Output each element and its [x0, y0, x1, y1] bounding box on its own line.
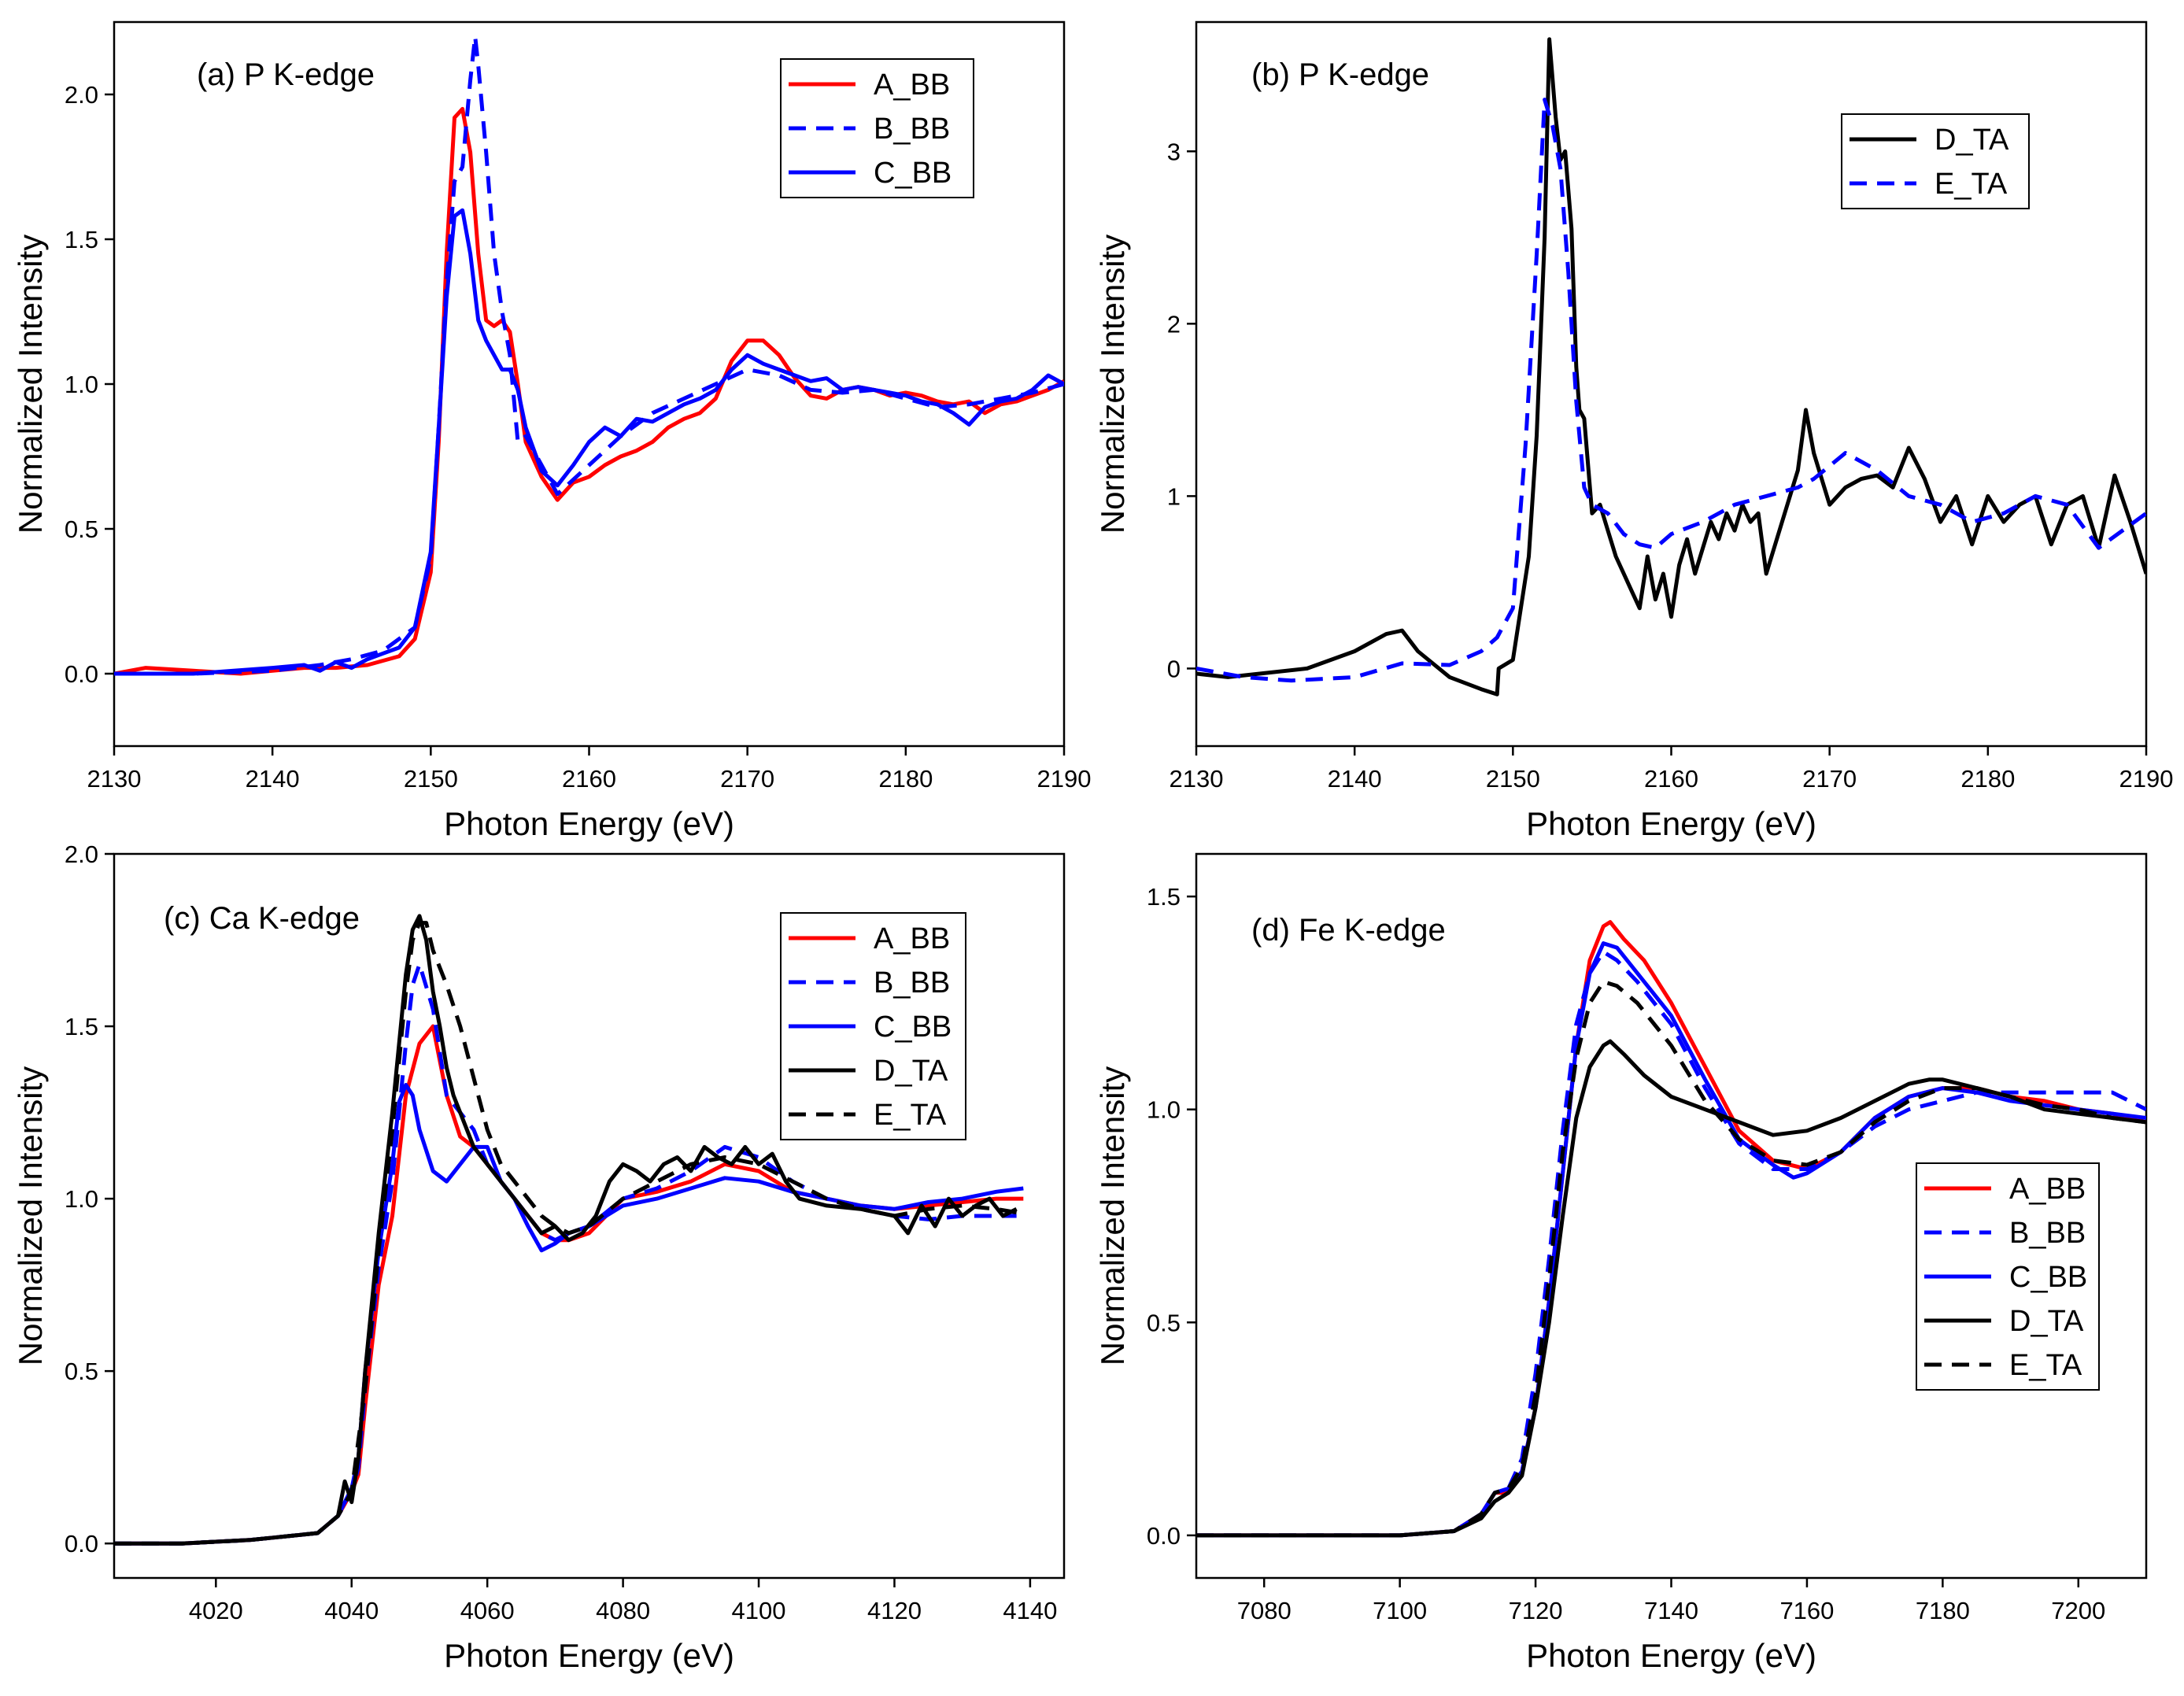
x-tick-label: 2150 [404, 765, 458, 793]
x-tick-label: 2170 [1802, 765, 1857, 793]
x-tick-label: 2150 [1486, 765, 1540, 793]
x-tick-label: 2180 [1960, 765, 2015, 793]
legend-label-a-bb: A_BB [874, 922, 950, 955]
series-group [1196, 920, 2146, 1538]
legend: D_TA E_TA [1841, 113, 2030, 209]
legend-label-c-bb: C_BB [874, 157, 952, 190]
x-tick-label: 2130 [87, 765, 142, 793]
x-tick-label: 7160 [1779, 1597, 1834, 1624]
x-tick-label: 2190 [1037, 765, 1092, 793]
y-tick-label: 0 [1167, 655, 1181, 682]
x-tick-label: 7080 [1237, 1597, 1292, 1624]
x-tick-label: 4100 [732, 1597, 786, 1624]
series-line-e-ta [1196, 98, 2146, 683]
y-tick-label: 0.0 [65, 1530, 98, 1557]
legend-label-c-bb: C_BB [2009, 1261, 2087, 1294]
y-tick-label: 1.5 [65, 1013, 98, 1040]
x-tick-label: 2140 [246, 765, 300, 793]
legend-label-d-ta: D_TA [1935, 124, 2009, 157]
y-tick-label: 1.0 [1147, 1096, 1181, 1124]
legend-label-e-ta: E_TA [874, 1099, 947, 1132]
x-tick-label: 7100 [1373, 1597, 1427, 1624]
x-tick-label: 7180 [1916, 1597, 1970, 1624]
y-tick-label: 0.0 [1147, 1522, 1181, 1550]
y-tick-label: 1.0 [65, 1185, 98, 1213]
x-tick-label: 2180 [878, 765, 933, 793]
x-tick-label: 4020 [189, 1597, 243, 1624]
series-line-c-bb [114, 1083, 1024, 1546]
x-axis-title: Photon Energy (eV) [1526, 1637, 1816, 1674]
y-tick-label: 3 [1167, 138, 1181, 165]
x-tick-label: 2190 [2119, 765, 2174, 793]
y-tick-label: 2.0 [65, 841, 98, 868]
x-tick-label: 7140 [1644, 1597, 1698, 1624]
x-tick-label: 7120 [1509, 1597, 1563, 1624]
x-tick-label: 2170 [720, 765, 774, 793]
y-axis-title: Normalized Intensity [12, 235, 49, 534]
x-axis-title: Photon Energy (eV) [444, 1637, 734, 1674]
legend-label-b-bb: B_BB [874, 966, 950, 999]
legend-box [1841, 113, 2030, 209]
x-axis-title: Photon Energy (eV) [1526, 805, 1816, 842]
y-tick-label: 0.5 [65, 1358, 98, 1385]
y-tick-label: 1.0 [65, 371, 98, 398]
series-line-a-bb [114, 106, 1064, 676]
x-tick-label: 2160 [1644, 765, 1698, 793]
y-tick-label: 1 [1167, 482, 1181, 510]
panel-title: (c) Ca K-edge [164, 901, 360, 936]
legend-box [780, 58, 974, 198]
chart-panel-4: 7080 7100 7120 7140 7160 7180 7200 0.0 0.5 1.0 1.5… [1094, 852, 2148, 1674]
legend-label-b-bb: B_BB [874, 113, 950, 146]
y-tick-label: 0.5 [1147, 1309, 1181, 1336]
x-tick-label: 4120 [867, 1597, 922, 1624]
x-tick-label: 2160 [562, 765, 616, 793]
y-tick-label: 0.5 [65, 515, 98, 543]
legend: A_BB B_BB C_BB [780, 58, 974, 198]
series-line-c-bb [114, 208, 1064, 676]
y-tick-label: 2.0 [65, 81, 98, 109]
chart-panel-3: 4020 4040 4060 4080 4100 4120 4140 0.0 0.5 1.0 1.5… [12, 841, 1066, 1674]
y-axis-title: Normalized Intensity [1094, 1066, 1131, 1365]
x-tick-label: 4060 [460, 1597, 515, 1624]
y-axis-title: Normalized Intensity [12, 1066, 49, 1365]
x-axis-title: Photon Energy (eV) [444, 805, 734, 842]
legend-label-a-bb: A_BB [874, 68, 950, 102]
x-tick-label: 7200 [2051, 1597, 2105, 1624]
y-tick-label: 0.0 [65, 660, 98, 688]
x-tick-label: 2130 [1170, 765, 1224, 793]
legend-label-a-bb: A_BB [2009, 1173, 2086, 1206]
x-tick-label: 4140 [1003, 1597, 1057, 1624]
legend-label-d-ta: D_TA [874, 1055, 948, 1088]
legend-label-b-bb: B_BB [2009, 1217, 2086, 1250]
plot-frame [113, 852, 1066, 1580]
series-group [114, 34, 1064, 676]
legend: A_BB B_BB C_BB D_TA E_TA [1916, 1162, 2100, 1391]
chart-panel-1: 2130 2140 2150 2160 2170 2180 2190 0.0 0.5 1.0 1.5… [12, 20, 1092, 842]
series-line-e-ta [1196, 979, 2146, 1538]
series-group [1196, 37, 2146, 697]
legend: A_BB B_BB C_BB D_TA E_TA [780, 912, 966, 1140]
x-tick-label: 4040 [324, 1597, 379, 1624]
legend-label-e-ta: E_TA [2009, 1349, 2082, 1382]
panel-title: (b) P K-edge [1251, 57, 1429, 92]
y-axis-title: Normalized Intensity [1094, 235, 1131, 534]
legend-label-e-ta: E_TA [1935, 168, 2008, 201]
chart-panel-2: 2130 2140 2150 2160 2170 2180 2190 0 1 2 3 Photon E… [1094, 20, 2174, 842]
panel-title: (d) Fe K-edge [1251, 913, 1446, 948]
x-tick-label: 2140 [1328, 765, 1382, 793]
y-tick-label: 2 [1167, 310, 1181, 338]
series-line-e-ta [114, 921, 1018, 1546]
series-group [114, 914, 1024, 1546]
series-line-d-ta [1196, 37, 2146, 697]
panel-title: (a) P K-edge [197, 57, 375, 92]
y-tick-label: 1.5 [65, 226, 98, 253]
legend-label-c-bb: C_BB [874, 1011, 952, 1044]
x-tick-label: 4080 [596, 1597, 650, 1624]
y-tick-label: 1.5 [1147, 883, 1181, 911]
series-line-d-ta [1196, 1039, 2146, 1538]
legend-label-d-ta: D_TA [2009, 1305, 2084, 1338]
